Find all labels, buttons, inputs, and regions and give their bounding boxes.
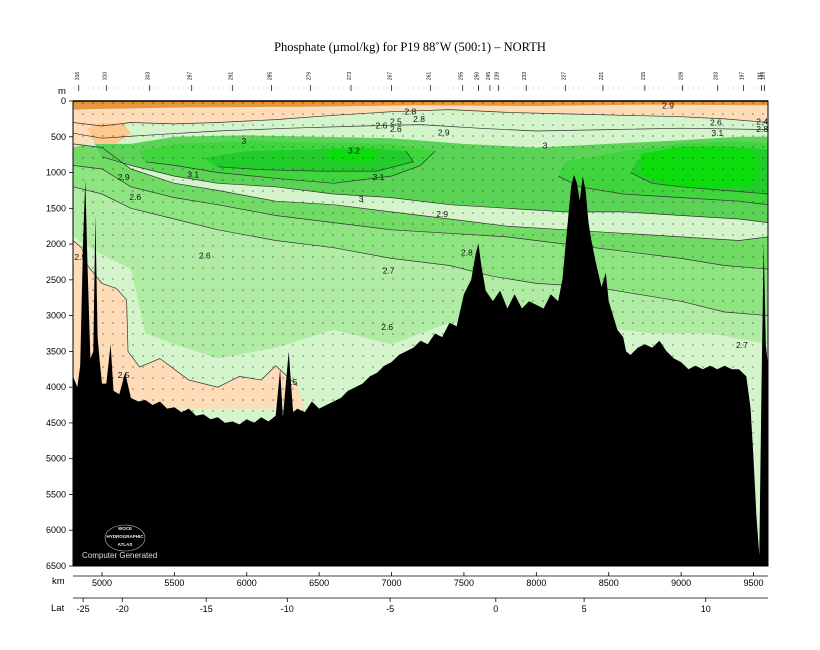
- station-label: 310: [102, 72, 108, 81]
- chart-title: Phosphate (µmol/kg) for P19 88˚W (500:1)…: [274, 40, 546, 54]
- station-label: 279: [306, 72, 312, 81]
- contour-label: 2.8: [756, 124, 768, 134]
- latitude-tick-label: -20: [116, 604, 129, 614]
- latitude-tick-label: 5: [582, 604, 587, 614]
- contour-label: 3: [241, 136, 246, 146]
- depth-tick-label: 4000: [46, 382, 66, 392]
- latitude-axis: -25 -20 -15 -10 -5 0 5 10: [73, 597, 768, 614]
- depth-tick-label: 3000: [46, 311, 66, 321]
- contour-label: 2.5: [390, 117, 402, 127]
- latitude-tick-label: -25: [77, 604, 90, 614]
- distance-tick-label: 7500: [454, 578, 474, 588]
- contour-labels: 2.52.52.52.62.62.62.6 2.62.62.72.72.82.82…: [74, 100, 768, 387]
- latitude-tick-label: -10: [281, 604, 294, 614]
- contour-label: 2.6: [710, 117, 722, 127]
- contour-label: 2.8: [413, 114, 425, 124]
- depth-tick-label: 0: [61, 96, 66, 106]
- distance-tick-label: 6000: [237, 578, 257, 588]
- latitude-tick-label: -5: [386, 604, 394, 614]
- station-label: 303: [146, 72, 152, 81]
- contour-label: 2.9: [438, 127, 450, 137]
- depth-tick-label: 5000: [46, 454, 66, 464]
- station-label: 191: [757, 72, 763, 81]
- distance-tick-label: 9500: [744, 578, 764, 588]
- distance-tick-label: 5000: [92, 578, 112, 588]
- woce-logo: WOCE HYDROGRAPHIC ATLAS: [104, 524, 146, 552]
- contour-label: 2.5: [286, 377, 298, 387]
- station-label: 297: [188, 72, 194, 81]
- contour-label: 2.8: [461, 248, 473, 258]
- logo-line-1: WOCE: [118, 526, 132, 531]
- seafloor-bathymetry: [73, 174, 768, 566]
- contour-label: 2.5: [118, 370, 130, 380]
- depth-tick-label: 2500: [46, 275, 66, 285]
- distance-tick-label: 9000: [671, 578, 691, 588]
- contour-label: 2.5: [74, 252, 86, 262]
- depth-tick-label: 6000: [46, 525, 66, 535]
- distance-unit-label: km: [52, 576, 65, 587]
- station-label: 273: [347, 72, 353, 81]
- depth-tick-label: 2000: [46, 239, 66, 249]
- contour-label: 2.6: [199, 251, 211, 261]
- station-label: 291: [228, 72, 234, 81]
- station-label: 221: [599, 72, 605, 81]
- contour-label: 3.1: [187, 170, 199, 180]
- distance-tick-label: 8000: [526, 578, 546, 588]
- depth-tick-label: 1500: [46, 203, 66, 213]
- depth-tick-label: 3500: [46, 346, 66, 356]
- distance-tick-label: 5500: [164, 578, 184, 588]
- contour-label: 3.1: [373, 172, 385, 182]
- latitude-label: Lat: [51, 603, 65, 614]
- logo-line-3: ATLAS: [118, 542, 133, 547]
- station-label: 285: [267, 72, 273, 81]
- contour-label: 2.7: [736, 340, 748, 350]
- station-label: 316: [75, 72, 81, 81]
- contour-label: 2.6: [381, 322, 393, 332]
- distance-tick-label: 7000: [382, 578, 402, 588]
- station-label: 261: [427, 72, 433, 81]
- station-label: 239: [495, 72, 501, 81]
- contour-label: 2.6: [375, 120, 387, 130]
- station-label: 267: [388, 72, 394, 81]
- contour-label: 2.6: [129, 192, 141, 202]
- contour-label: 3.1: [711, 128, 723, 138]
- distance-tick-label: 8500: [599, 578, 619, 588]
- logo-line-2: HYDROGRAPHIC: [106, 534, 144, 539]
- station-label: 203: [713, 72, 719, 81]
- contour-label: 2.6: [390, 124, 402, 134]
- station-label: 227: [561, 72, 567, 81]
- latitude-tick-label: 0: [493, 604, 498, 614]
- station-label: 197: [739, 72, 745, 81]
- depth-tick-label: 4500: [46, 418, 66, 428]
- contour-label: 2.8: [404, 107, 416, 117]
- station-label: 215: [641, 72, 647, 81]
- distance-tick-label: 6500: [309, 578, 329, 588]
- station-label: 233: [522, 72, 528, 81]
- station-label: 255: [458, 72, 464, 81]
- station-label: 185: [760, 72, 766, 81]
- depth-tick-label: 6500: [46, 561, 66, 571]
- latitude-tick-label: 10: [701, 604, 711, 614]
- contour-label: 2.9: [118, 172, 130, 182]
- contour-label: 2.9: [436, 209, 448, 219]
- depth-tick-label: 5500: [46, 489, 66, 499]
- station-markers: 316 310 303 297 291 285 279 273 267 261 255 250 245 2…: [73, 72, 768, 91]
- contour-label: 3.2: [348, 145, 360, 155]
- station-label: 250: [474, 72, 480, 81]
- contour-label: 2.7: [383, 266, 395, 276]
- computer-generated-credit: Computer Generated: [82, 551, 157, 560]
- contour-label: 3: [359, 194, 364, 204]
- depth-tick-label: 500: [51, 132, 66, 142]
- contour-label: 2.4: [756, 117, 768, 127]
- depth-axis: 0 500 1000 1500 2000 2500 3000 3500 4000 4500 5000…: [46, 96, 73, 571]
- depth-unit-label: m: [58, 86, 66, 97]
- depth-tick-label: 1000: [46, 168, 66, 178]
- contour-label: 3: [543, 140, 548, 150]
- latitude-tick-label: -15: [200, 604, 213, 614]
- contour-label: 2.9: [662, 100, 674, 110]
- station-label: 245: [486, 72, 492, 81]
- station-label: 209: [679, 72, 685, 81]
- distance-axis: 5000 5500 6000 6500 7000 7500 8000 8500 9000 9500: [73, 572, 768, 588]
